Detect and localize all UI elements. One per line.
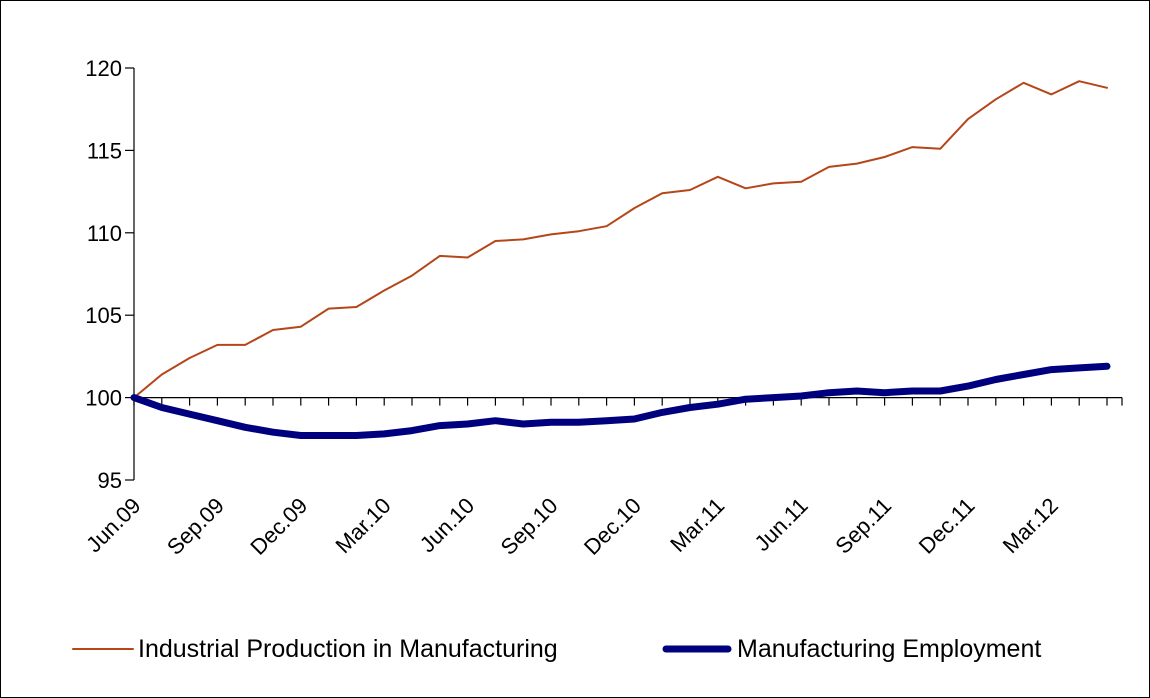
series-line-manufacturing-employment [130,362,1111,439]
x-tick-label: Dec.11 [914,493,980,559]
y-tick-label: 95 [98,468,122,493]
y-tick-label: 120 [85,56,122,81]
y-tick-label: 115 [87,138,122,163]
x-tick-label: Sep.10 [496,493,563,560]
x-tick-label: Jun.11 [750,493,813,556]
x-tick-label: Jun.09 [81,493,145,557]
y-tick-label: 105 [85,303,122,328]
series-line-industrial-production [133,80,1108,399]
x-tick-label: Mar.11 [665,493,729,557]
y-tick-label: 100 [85,386,122,411]
x-tick-label: Mar.10 [330,493,395,558]
legend-label: Manufacturing Employment [737,635,1041,663]
x-tick-label: Sep.09 [162,493,229,560]
y-tick-label: 110 [87,221,122,246]
x-tick-label: Dec.10 [579,493,646,560]
legend-label: Industrial Production in Manufacturing [138,635,558,663]
x-tick-label: Sep.11 [830,493,896,559]
x-tick-label: Mar.12 [998,493,1063,558]
x-tick-label: Jun.10 [415,493,479,557]
x-tick-label: Dec.09 [245,493,312,560]
